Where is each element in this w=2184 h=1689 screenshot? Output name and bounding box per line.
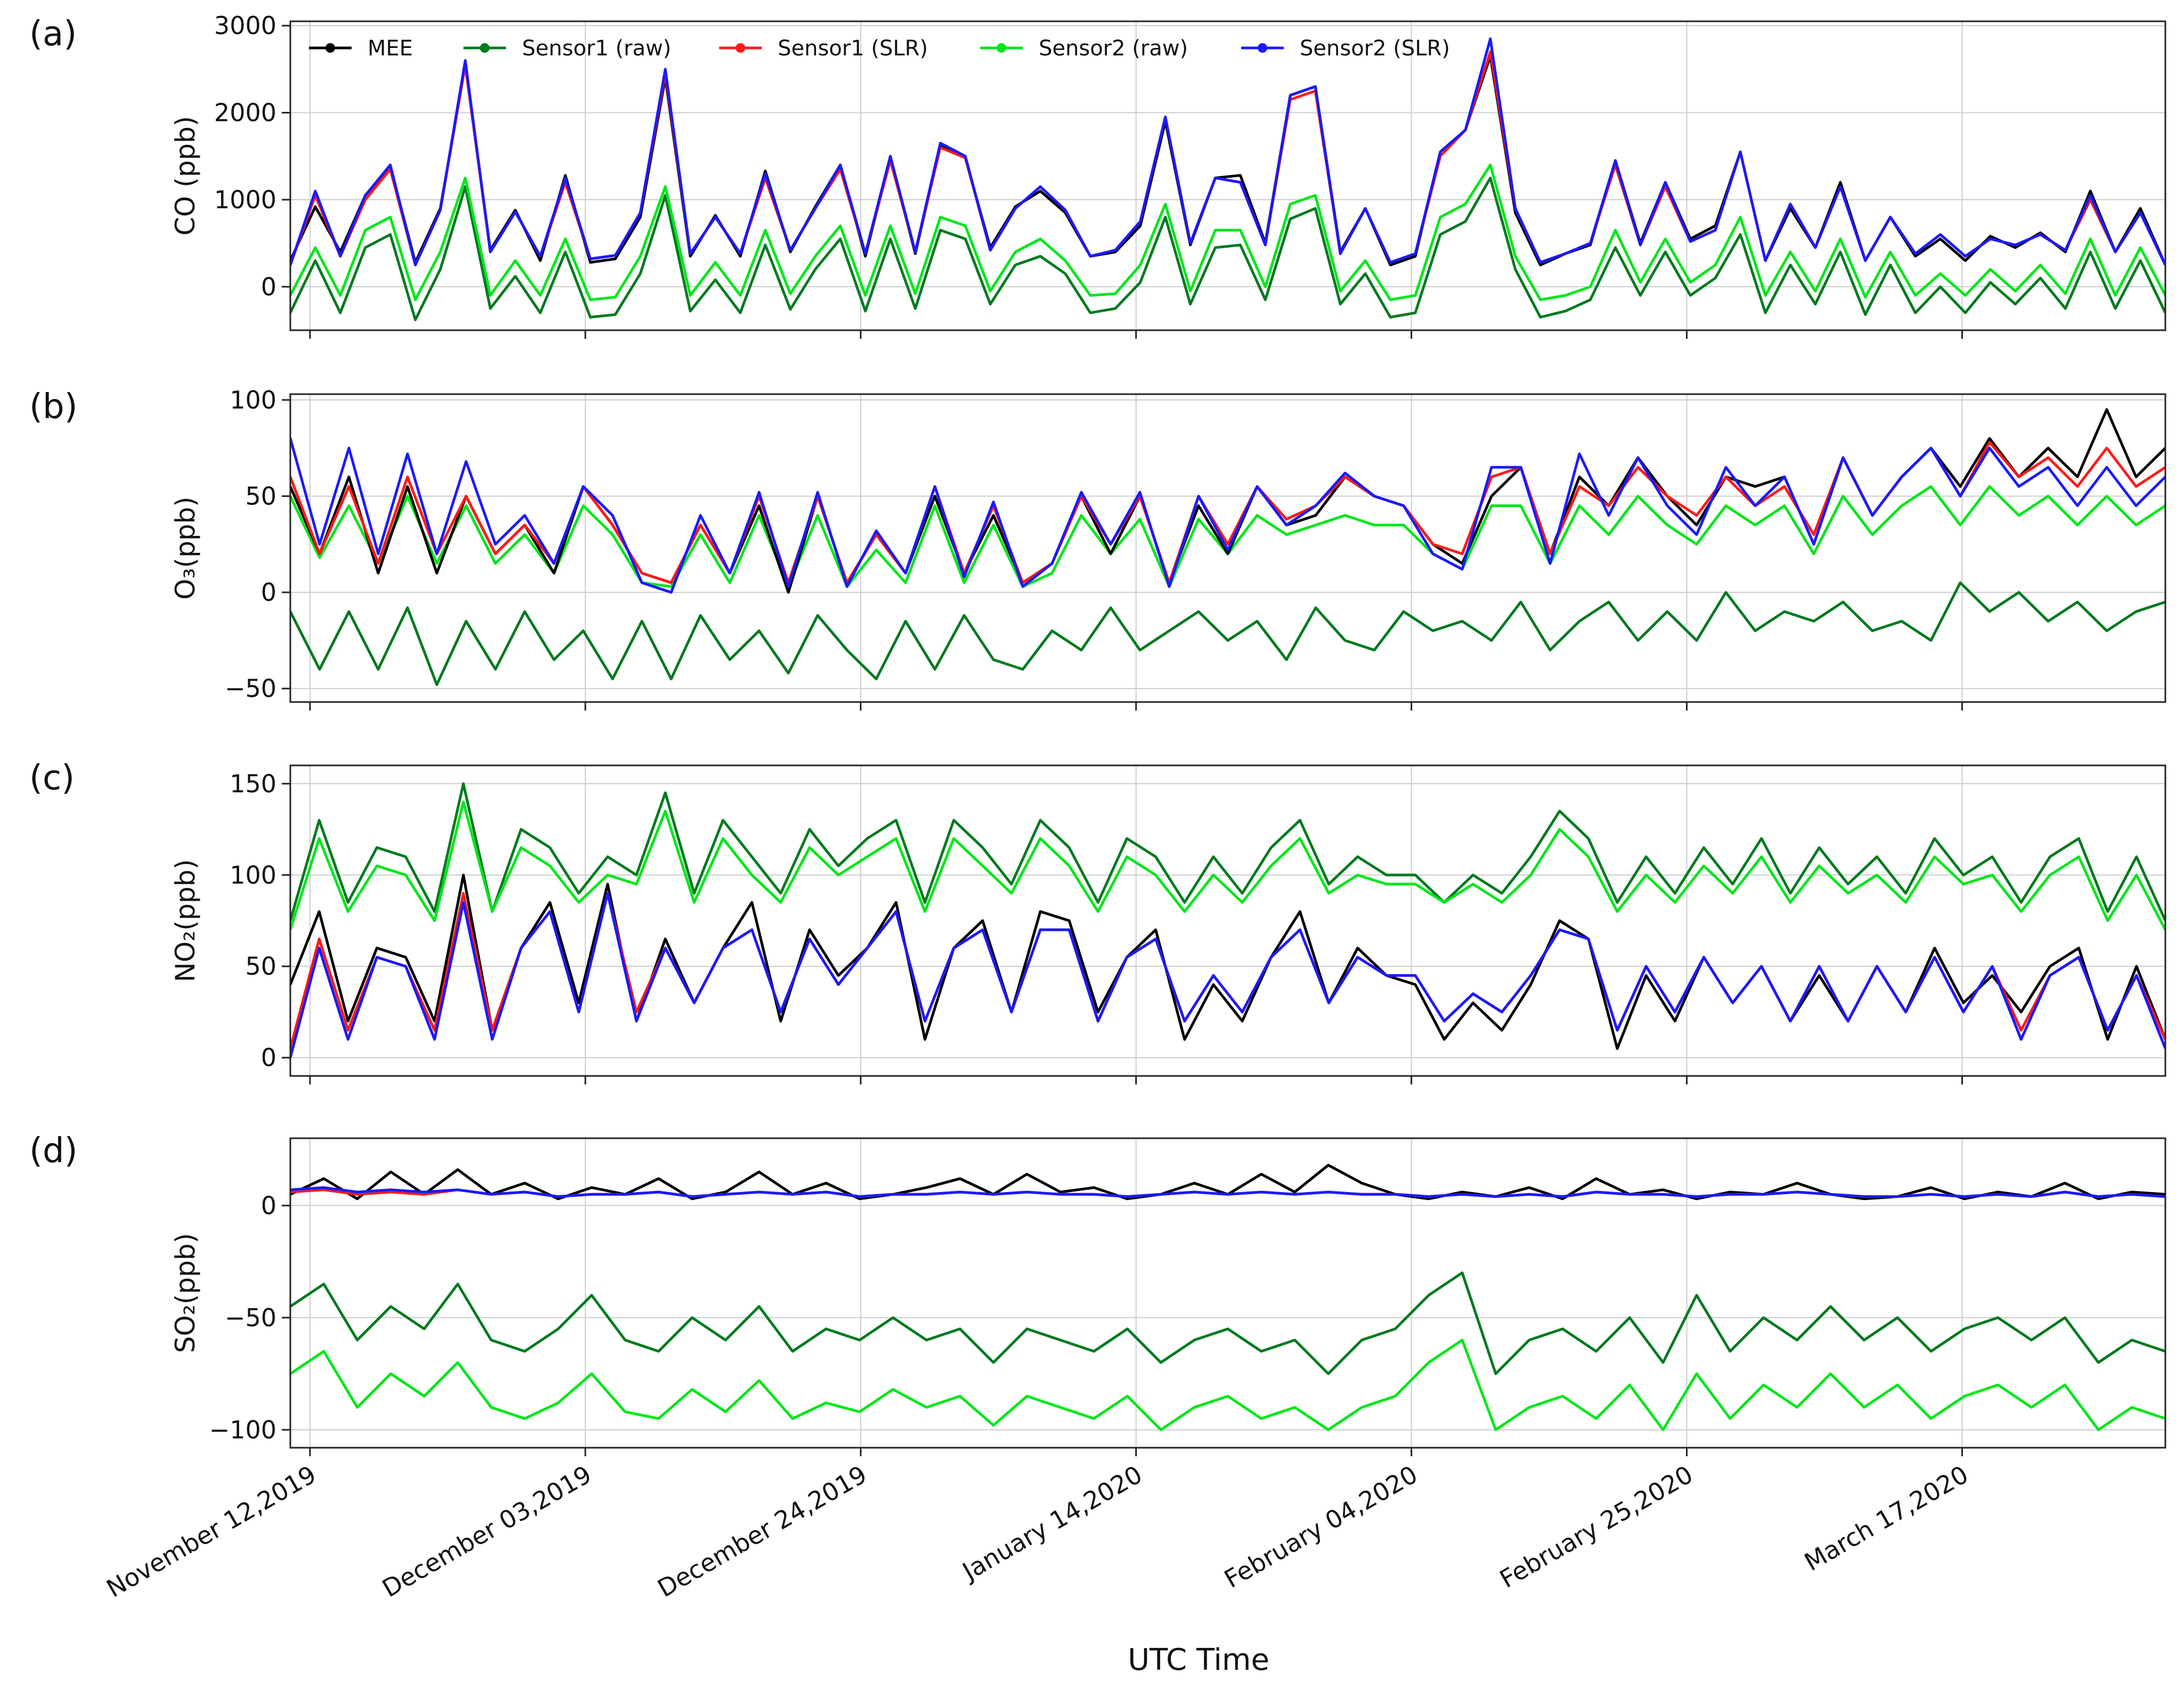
series-sensor2-slr	[290, 438, 2165, 594]
y-tick-label: 150	[230, 769, 276, 798]
y-tick-label: 0	[261, 1191, 276, 1220]
legend-item: MEE	[309, 36, 413, 61]
panel-label: (c)	[29, 758, 75, 798]
series-sensor2-raw	[290, 164, 2165, 301]
legend-marker	[736, 43, 745, 53]
x-axis-label: UTC Time	[1128, 1643, 1269, 1677]
legend-item: Sensor1 (raw)	[463, 36, 671, 61]
legend-marker	[480, 43, 490, 53]
plot-frame	[289, 393, 2166, 703]
legend-marker	[1258, 43, 1267, 53]
y-tick-label: 100	[230, 386, 276, 414]
series-sensor1-slr	[290, 892, 2165, 1049]
series-sensor1-slr	[290, 440, 2165, 584]
x-tick-label: December 03,2019	[377, 1460, 596, 1603]
x-tick-label: December 24,2019	[653, 1460, 871, 1603]
plot-frame	[289, 764, 2166, 1077]
series-sensor1-raw	[290, 1271, 2165, 1375]
legend-item: Sensor2 (raw)	[980, 36, 1188, 61]
y-tick-label: 0	[261, 578, 276, 607]
legend-label: Sensor1 (raw)	[522, 36, 671, 61]
legend-label: Sensor1 (SLR)	[778, 36, 928, 61]
legend-marker	[325, 43, 335, 53]
panel-2: −50 0 50 100 (b) O₃(ppb)	[29, 386, 2166, 711]
legend: MEE Sensor1 (raw) Sensor1 (SLR) Sensor2 (ra…	[309, 36, 1450, 61]
panel-label: (d)	[29, 1131, 78, 1171]
y-axis-label: NO₂(ppb)	[170, 859, 201, 982]
y-tick-label: 50	[245, 952, 276, 981]
series-sensor1-raw	[290, 782, 2165, 921]
x-tick-label: February 04,2020	[1219, 1460, 1422, 1594]
panel-1: 0 1000 2000 3000 (a) CO (ppb)	[29, 11, 2166, 339]
legend-item: Sensor1 (SLR)	[719, 36, 928, 61]
panel-label: (a)	[29, 14, 77, 54]
y-tick-label: 3000	[214, 11, 276, 40]
series-sensor1-raw	[290, 581, 2165, 686]
plot-frame	[289, 1137, 2166, 1449]
x-tick-label: March 17,2020	[1799, 1460, 1973, 1577]
legend-label: MEE	[368, 36, 413, 61]
y-tick-label: −50	[225, 674, 276, 703]
series-sensor2-slr	[290, 37, 2165, 266]
series-sensor1-slr	[290, 50, 2165, 266]
y-tick-label: −100	[209, 1415, 276, 1444]
x-tick-labels: November 12,2019 December 03,2019 December…	[102, 1460, 1973, 1603]
y-tick-label: −50	[225, 1303, 276, 1332]
series-sensor2-raw	[290, 801, 2165, 931]
x-tick-label: November 12,2019	[102, 1460, 321, 1603]
y-tick-label: 0	[261, 1043, 276, 1072]
x-tick-label: January 14,2020	[956, 1460, 1147, 1587]
y-tick-label: 100	[230, 861, 276, 890]
series-mee	[290, 54, 2165, 266]
y-axis-label: SO₂(ppb)	[170, 1233, 201, 1353]
x-tick-label: February 25,2020	[1495, 1460, 1698, 1594]
legend-label: Sensor2 (raw)	[1039, 36, 1188, 61]
series-sensor2-slr	[290, 892, 2165, 1058]
series-sensor1-raw	[290, 176, 2165, 321]
series-mee	[290, 874, 2165, 1050]
y-tick-label: 0	[261, 272, 276, 301]
series-sensor2-raw	[290, 1339, 2165, 1431]
legend-label: Sensor2 (SLR)	[1300, 36, 1450, 61]
legend-marker	[997, 43, 1006, 53]
panel-4: −100 −50 0 (d) SO₂(ppb)	[29, 1131, 2166, 1456]
y-tick-label: 1000	[214, 185, 276, 214]
y-axis-label: O₃(ppb)	[170, 496, 201, 600]
legend-item: Sensor2 (SLR)	[1241, 36, 1450, 61]
y-tick-label: 50	[245, 482, 276, 510]
y-axis-label: CO (ppb)	[170, 116, 201, 235]
y-tick-label: 2000	[214, 99, 276, 127]
plot-frame	[289, 20, 2166, 331]
panel-label: (b)	[29, 387, 78, 427]
series-sensor2-slr	[290, 1186, 2165, 1198]
panel-3: 0 50 100 150 (c) NO₂(ppb)	[29, 758, 2166, 1084]
